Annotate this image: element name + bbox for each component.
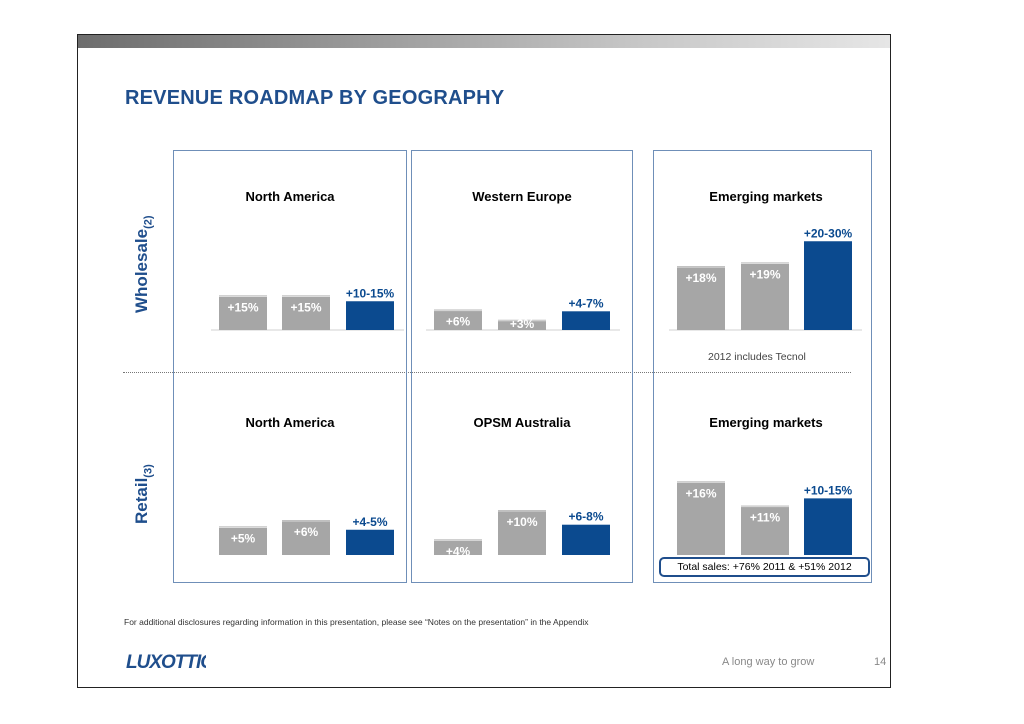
- row-label-wholesale: Wholesale(2): [132, 215, 154, 313]
- bar-2013e: [346, 301, 394, 330]
- slide: REVENUE ROADMAP BY GEOGRAPHY Wholesale(2…: [77, 34, 891, 688]
- svg-text:LUXOTTICA: LUXOTTICA: [126, 652, 206, 671]
- data-label: +19%: [749, 268, 780, 282]
- top-bar: [78, 35, 890, 48]
- bar-2013e: [562, 311, 610, 330]
- chart-title: OPSM Australia: [473, 415, 571, 430]
- chart-title: Emerging markets: [709, 189, 822, 204]
- slide-title: REVENUE ROADMAP BY GEOGRAPHY: [125, 87, 505, 109]
- data-label: +4%: [446, 544, 471, 555]
- chart-title: Emerging markets: [709, 415, 822, 430]
- bar-2012: [498, 319, 546, 330]
- data-label: +10%: [506, 515, 537, 529]
- chart-title: North America: [245, 415, 335, 430]
- data-label: +6%: [294, 525, 319, 539]
- data-label: +15%: [290, 301, 321, 315]
- data-label: +10-15%: [804, 483, 853, 497]
- data-label: +6-8%: [568, 510, 603, 524]
- tecnol-note: 2012 includes Tecnol: [708, 351, 806, 363]
- bar-2012: [741, 505, 789, 555]
- luxottica-logo-mark: LUXOTTICA: [126, 652, 227, 673]
- data-label: +10-15%: [346, 286, 395, 300]
- luxottica-logo: LUXOTTICA: [126, 651, 227, 676]
- bar-2011: [677, 481, 725, 555]
- chart-retail-emerging-markets: Emerging markets+16%2011+11%2012+10-15%2…: [677, 415, 853, 555]
- chart-retail-north-america: North America+5%2011+6%2012+4-5%2013E: [219, 415, 394, 555]
- tagline: A long way to grow: [722, 656, 815, 668]
- data-label: +20-30%: [804, 226, 853, 240]
- data-label: +4-5%: [352, 515, 387, 529]
- bar-2011: [219, 295, 267, 330]
- panel-emerging-markets: [653, 150, 872, 583]
- chart-retail-opsm-australia: OPSM Australia+4%2011+10%2012+6-8%2013E: [434, 415, 610, 555]
- chart-wholesale-north-america: North America+15%2011+15%2012+10-15%2013…: [211, 189, 404, 331]
- bar-2012: [498, 510, 546, 555]
- bar-2012: [282, 295, 330, 330]
- bar-2012: [741, 262, 789, 330]
- row-label-wholesale-text: Wholesale: [132, 228, 151, 313]
- bar-2011: [434, 309, 482, 330]
- bar-2011: [677, 266, 725, 330]
- chart-title: Western Europe: [472, 189, 571, 204]
- data-label: +3%: [510, 317, 535, 331]
- data-label: +4-7%: [568, 296, 603, 310]
- data-label: +18%: [685, 271, 716, 285]
- footnote: For additional disclosures regarding inf…: [124, 617, 589, 627]
- data-label: +6%: [446, 315, 471, 329]
- bar-2013e: [804, 241, 852, 330]
- page-number: 14: [874, 656, 887, 668]
- bar-2013e: [804, 498, 852, 555]
- row-label-retail-text: Retail: [132, 477, 151, 524]
- bar-2013e: [346, 529, 394, 555]
- row-label-wholesale-note: (2): [142, 215, 155, 229]
- bar-2011: [434, 539, 482, 555]
- bar-2012: [282, 520, 330, 555]
- data-label: +5%: [231, 532, 256, 546]
- total-sales-box: Total sales: +76% 2011 & +51% 2012: [659, 557, 870, 577]
- bar-2011: [219, 526, 267, 555]
- panel-wholesale-north-america: [173, 150, 407, 583]
- chart-wholesale-western-europe: Western Europe+6%2011+3%2012+4-7%2013E: [426, 189, 620, 331]
- row-label-retail-note: (3): [142, 464, 155, 478]
- data-label: +11%: [750, 511, 781, 525]
- data-label: +16%: [685, 486, 716, 500]
- chart-title: North America: [245, 189, 335, 204]
- row-label-retail: Retail(3): [132, 464, 154, 524]
- row-divider: [123, 372, 851, 373]
- data-label: +15%: [227, 301, 258, 315]
- bar-2013e: [562, 524, 610, 555]
- panel-western-europe-australia: [411, 150, 633, 583]
- chart-wholesale-emerging-markets: Emerging markets+18%2011+19%2012+20-30%2…: [669, 189, 862, 331]
